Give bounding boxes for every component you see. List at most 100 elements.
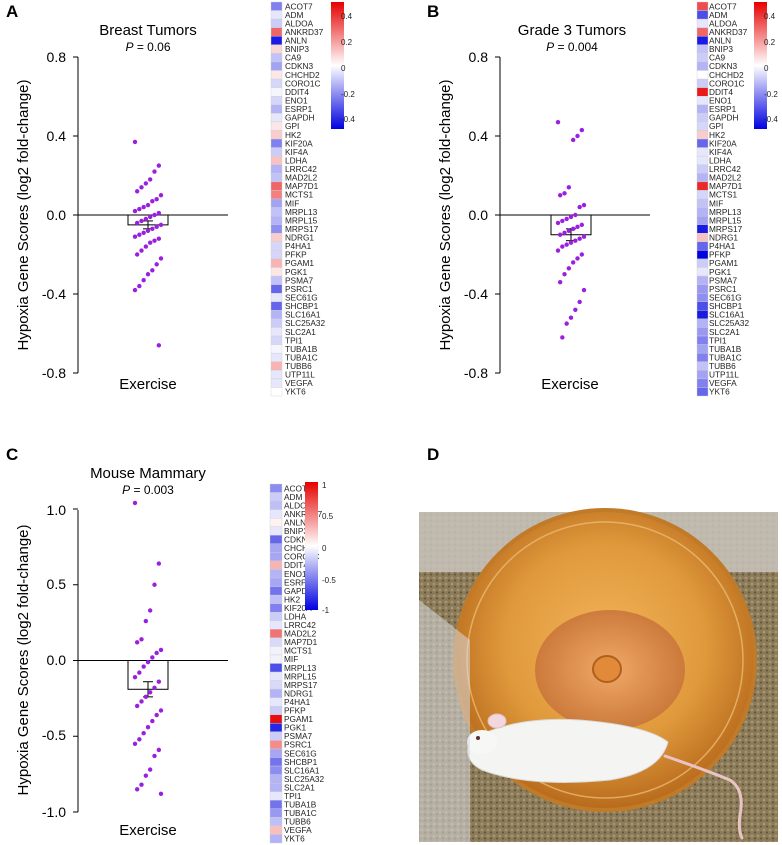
heatmap-cell bbox=[269, 526, 283, 536]
heatmap-cell bbox=[696, 104, 709, 114]
data-point bbox=[147, 608, 153, 613]
data-point bbox=[566, 228, 572, 233]
panel-c-cb-tick-1: 0.5 bbox=[322, 512, 334, 521]
gene-label: MIF bbox=[284, 654, 298, 664]
heatmap-cell bbox=[270, 36, 283, 46]
data-point bbox=[560, 218, 565, 224]
panel-b-p-symbol: P bbox=[546, 40, 554, 54]
heatmap-cell bbox=[270, 275, 283, 285]
gene-label: ESRP1 bbox=[285, 104, 313, 114]
gene-label: TPI1 bbox=[709, 335, 727, 345]
heatmap-cell bbox=[696, 378, 709, 388]
heatmap-cell bbox=[269, 603, 283, 613]
gene-label: NDRG1 bbox=[709, 233, 738, 243]
heatmap-cell bbox=[269, 740, 283, 750]
heatmap-cell bbox=[270, 352, 283, 362]
heatmap-cell bbox=[696, 138, 709, 148]
gene-label: MCTS1 bbox=[284, 646, 313, 656]
data-point bbox=[570, 226, 576, 232]
gene-label: MRPS17 bbox=[709, 224, 743, 234]
gene-label: SLC25A32 bbox=[709, 318, 750, 328]
mouse-tail bbox=[663, 754, 744, 840]
heatmap-cell bbox=[696, 387, 709, 397]
gene-label: PGAM1 bbox=[284, 714, 313, 724]
data-point bbox=[562, 272, 567, 277]
heatmap-cell bbox=[270, 87, 283, 97]
data-point bbox=[560, 335, 565, 340]
gene-label: PSMA7 bbox=[285, 275, 314, 285]
gene-label: GAPDH bbox=[709, 113, 739, 123]
data-point bbox=[562, 191, 567, 196]
gene-label: PGK1 bbox=[284, 723, 307, 733]
data-point bbox=[152, 582, 157, 587]
data-point bbox=[150, 226, 155, 232]
data-point bbox=[150, 718, 155, 724]
gene-label: MRPL15 bbox=[285, 215, 318, 225]
data-point bbox=[152, 238, 157, 243]
gene-label: MAP7D1 bbox=[709, 181, 743, 191]
data-point bbox=[143, 181, 149, 186]
data-point bbox=[152, 685, 157, 690]
gene-label: LDHA bbox=[709, 155, 732, 165]
data-point bbox=[568, 214, 574, 220]
gene-label: CA9 bbox=[285, 53, 302, 63]
data-point bbox=[147, 214, 153, 220]
heatmap-cell bbox=[696, 361, 709, 371]
heatmap-cell bbox=[269, 697, 283, 707]
data-point bbox=[154, 197, 159, 202]
panel-a-heatmap: ACOT7ADMALDOAANKRD37ANLNBNIP3CA9CDKN3CHC… bbox=[270, 1, 326, 397]
gene-label: SLC2A1 bbox=[284, 782, 315, 792]
data-point bbox=[145, 659, 151, 665]
gene-label: DDIT4 bbox=[709, 87, 733, 97]
panel-c-cb-tick-4: -1 bbox=[322, 606, 330, 615]
gene-label: KIF4A bbox=[285, 147, 309, 157]
panel-c-title: Mouse Mammary bbox=[90, 465, 206, 482]
gene-label: UTP11L bbox=[285, 370, 315, 380]
panel-b-ytick-4: -0.8 bbox=[464, 365, 488, 381]
gene-label: BNIP3 bbox=[284, 526, 308, 536]
gene-label: MAP7D1 bbox=[284, 637, 318, 647]
panel-a-p-text: = 0.06 bbox=[133, 40, 170, 54]
panel-b-ytick-0: 0.8 bbox=[469, 49, 489, 65]
heatmap-cell bbox=[270, 113, 283, 123]
heatmap-cell bbox=[269, 723, 283, 733]
heatmap-cell bbox=[270, 258, 283, 268]
data-point bbox=[577, 204, 582, 210]
heatmap-cell bbox=[696, 18, 709, 28]
data-point bbox=[156, 747, 162, 753]
data-point bbox=[143, 773, 149, 778]
gene-label: MRPL15 bbox=[284, 671, 317, 681]
gene-label: PGK1 bbox=[285, 267, 308, 277]
panel-c-heatmap: ACOT7ADMALDOAANKRD37ANLNBNIP3CDKN3CHCHD2… bbox=[269, 483, 325, 844]
heatmap-cell bbox=[270, 155, 283, 165]
heatmap-cell bbox=[269, 612, 283, 621]
heatmap-cell bbox=[269, 620, 283, 630]
heatmap-cell bbox=[696, 293, 709, 302]
panel-c-cb-tick-3: -0.5 bbox=[322, 576, 336, 585]
heatmap-cell bbox=[270, 53, 283, 63]
heatmap-cell bbox=[696, 96, 709, 105]
gene-label: MRPL13 bbox=[709, 207, 742, 217]
heatmap-cell bbox=[270, 215, 283, 225]
panel-a-ytick-0: 0.8 bbox=[47, 49, 67, 65]
data-point bbox=[137, 670, 142, 675]
heatmap-cell bbox=[269, 808, 283, 818]
panel-c-ytick-4: -1.0 bbox=[42, 804, 66, 820]
panel-b-title: Grade 3 Tumors bbox=[518, 22, 626, 39]
heatmap-cell bbox=[270, 1, 283, 11]
panel-b: B Grade 3 Tumors P = 0.004 Hypoxia Gene … bbox=[427, 1, 778, 396]
gene-label: TUBB6 bbox=[284, 817, 311, 827]
gene-label: CORO1C bbox=[709, 78, 745, 88]
gene-label: SEC61G bbox=[284, 748, 317, 758]
heatmap-cell bbox=[270, 96, 283, 105]
data-point bbox=[154, 262, 159, 267]
heatmap-cell bbox=[696, 121, 709, 131]
gene-label: ALDOA bbox=[285, 18, 314, 28]
gene-label: DDIT4 bbox=[285, 87, 309, 97]
heatmap-cell bbox=[696, 275, 709, 285]
gene-label: PFKP bbox=[284, 706, 306, 716]
gene-label: PSRC1 bbox=[285, 284, 313, 294]
data-point bbox=[564, 216, 569, 222]
panel-a-title: Breast Tumors bbox=[99, 22, 197, 39]
panel-a-ytick-1: 0.4 bbox=[47, 128, 67, 144]
